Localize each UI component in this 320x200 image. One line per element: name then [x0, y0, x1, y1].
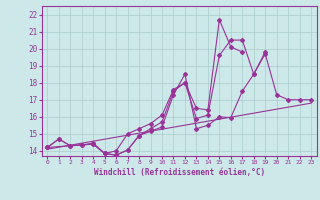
X-axis label: Windchill (Refroidissement éolien,°C): Windchill (Refroidissement éolien,°C) — [94, 168, 265, 177]
